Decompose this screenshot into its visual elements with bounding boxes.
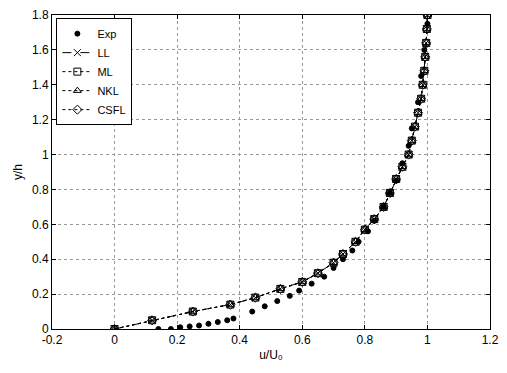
svg-text:1.2: 1.2 [32,113,49,127]
svg-text:1: 1 [424,333,431,347]
svg-text:0.2: 0.2 [32,287,49,301]
svg-text:CSFL: CSFL [97,104,125,116]
svg-text:NKL: NKL [97,85,118,97]
svg-text:1: 1 [42,148,49,162]
svg-text:1.8: 1.8 [32,8,49,22]
svg-text:1.6: 1.6 [32,43,49,57]
svg-text:1.4: 1.4 [32,78,49,92]
svg-text:Exp: Exp [97,28,116,40]
svg-text:ML: ML [97,66,112,78]
svg-text:0.8: 0.8 [357,333,374,347]
svg-text:0.8: 0.8 [32,183,49,197]
svg-text:0.6: 0.6 [294,333,311,347]
svg-text:0: 0 [42,322,49,336]
svg-text:y/h: y/h [11,164,25,180]
svg-text:1.2: 1.2 [482,333,499,347]
svg-text:0.6: 0.6 [32,218,49,232]
svg-text:0.4: 0.4 [231,333,248,347]
svg-text:0.4: 0.4 [32,252,49,266]
svg-text:0: 0 [111,333,118,347]
svg-text:LL: LL [97,47,109,59]
svg-text:u/U₀: u/U₀ [259,348,283,362]
svg-text:0.2: 0.2 [169,333,186,347]
svg-text:-0.2: -0.2 [42,333,63,347]
